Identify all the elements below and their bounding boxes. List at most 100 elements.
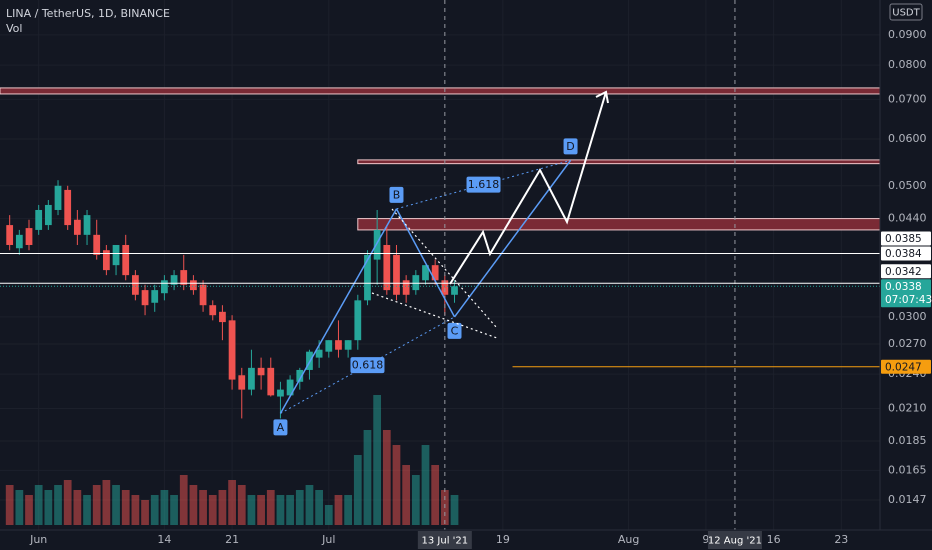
volume-bar	[25, 495, 33, 525]
volume-bar	[266, 490, 275, 525]
point-label: D	[566, 140, 574, 153]
volume-bar	[363, 430, 372, 525]
candle-body	[451, 286, 458, 295]
candle-body	[170, 275, 178, 285]
y-tick-label: 0.0500	[888, 179, 927, 192]
x-tick-label: 19	[496, 533, 510, 546]
volume-bar	[121, 490, 130, 525]
volume-bar	[411, 475, 420, 525]
y-tick-label: 0.0900	[888, 28, 927, 41]
y-tick-label: 0.0270	[888, 337, 927, 350]
volume-bar	[54, 485, 62, 525]
candle-body	[151, 290, 159, 303]
price-badge	[881, 231, 931, 246]
volume-bar	[34, 485, 43, 525]
volume-bar	[131, 495, 140, 525]
y-tick-label: 0.0147	[888, 493, 927, 506]
volume-bar	[141, 500, 149, 525]
candle-body	[209, 305, 217, 316]
candle-body	[141, 290, 149, 306]
volume-bar	[83, 495, 91, 525]
volume-bar	[5, 485, 14, 525]
candle-body	[286, 379, 294, 396]
wedge-lines	[371, 208, 498, 339]
price-zone	[357, 159, 881, 165]
candle-body	[248, 367, 255, 390]
candle-body	[35, 209, 43, 230]
y-tick-label: 0.0700	[888, 92, 927, 105]
currency-box[interactable]	[889, 3, 923, 21]
volume-bar	[305, 485, 314, 525]
price-zone	[357, 218, 881, 231]
projection-path	[449, 91, 607, 285]
volume-bar	[218, 490, 227, 525]
volume-bar	[402, 465, 411, 525]
candle-body	[64, 189, 72, 226]
candle-body	[325, 340, 333, 352]
volume-bar	[44, 490, 53, 525]
volume-bar	[150, 495, 159, 525]
wedge-upper	[391, 208, 498, 329]
volume-bar	[421, 445, 430, 525]
pattern-leg	[279, 208, 398, 414]
price-badge	[881, 359, 931, 374]
candle-body	[422, 265, 429, 281]
volume-bar	[334, 495, 343, 525]
volume-bar	[112, 485, 120, 525]
countdown: 07:07:43	[885, 294, 932, 306]
ratio-box	[466, 176, 501, 193]
volume-bar	[73, 490, 82, 525]
candle-body	[267, 367, 275, 396]
point-label: C	[451, 324, 459, 337]
point-box	[563, 138, 578, 155]
crosshair-box	[707, 531, 762, 549]
y-tick-label: 0.0185	[888, 434, 927, 447]
candle-body	[190, 280, 197, 291]
y-tick-label: 0.0210	[888, 401, 927, 414]
volume-bar	[189, 485, 198, 525]
price-badge-label: 0.0338	[885, 281, 922, 293]
volume-bar	[431, 465, 440, 525]
crosshair-label: 13 Jul '21	[422, 536, 469, 547]
currency: USDT	[892, 8, 920, 19]
candle-body	[44, 204, 52, 226]
y-tick-label: 0.0300	[888, 310, 927, 323]
candle-body	[6, 225, 14, 245]
arrow-head	[595, 90, 609, 104]
candle-body	[25, 228, 33, 245]
volume-bar	[237, 485, 246, 525]
volume-bar	[257, 495, 265, 525]
candle-body	[431, 265, 439, 281]
pattern-ratio-line	[280, 316, 455, 414]
point-label: B	[393, 188, 401, 201]
pattern-leg	[453, 159, 572, 318]
candle-body	[296, 369, 304, 382]
wedge-lower	[371, 292, 498, 339]
candle-body	[199, 284, 207, 306]
x-tick-label: 21	[225, 533, 239, 546]
candle-body	[238, 375, 246, 390]
candle-body	[354, 300, 362, 341]
candle-body	[15, 234, 23, 249]
volume-bar	[450, 495, 459, 525]
volume-label: Vol	[6, 22, 22, 35]
volume-bar	[228, 480, 236, 525]
candle-body	[83, 215, 91, 235]
y-tick-label: 0.0165	[888, 463, 927, 476]
candle-body	[132, 275, 139, 295]
point-label: A	[277, 421, 285, 434]
candle-body	[393, 254, 400, 295]
candle-body	[122, 244, 130, 276]
volume-bar	[160, 490, 169, 525]
crosshair-box	[417, 531, 472, 549]
x-tick-label: 23	[834, 533, 848, 546]
candle-body	[402, 280, 410, 295]
chart-title: LINA / TetherUS, 1D, BINANCE	[6, 7, 170, 20]
pattern-leg	[395, 208, 456, 318]
volume-bar	[373, 395, 382, 525]
candle-body	[315, 349, 323, 358]
price-badge-label: 0.0384	[885, 248, 922, 260]
candle-body	[364, 254, 371, 301]
volume-bar	[286, 495, 294, 525]
volume-bar	[208, 495, 217, 525]
